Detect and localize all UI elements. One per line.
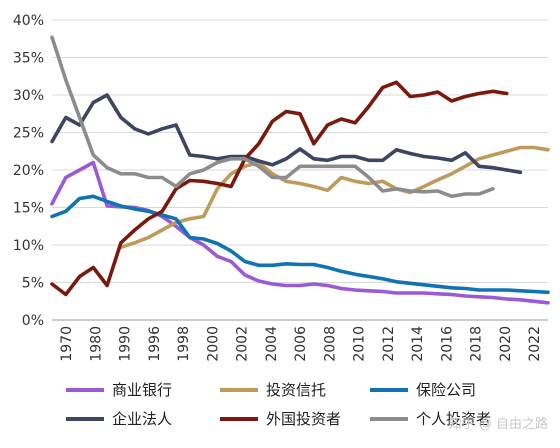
legend-label: 个人投资者 [416,410,491,428]
y-tick-label: 35% [13,51,44,67]
x-tick-label: 1980 [88,326,104,362]
series-line-外国投资者 [50,80,509,297]
x-tick-label: 2004 [264,326,280,362]
y-axis-ticks: 0% 5% 10% 15% 20% 25% 30% 35% 40% [13,13,44,329]
y-tick-label: 15% [13,201,44,217]
x-tick-label: 2020 [498,326,514,362]
x-tick-label: 1970 [59,326,75,362]
watermark: 知乎 @ 自由之路 [449,416,548,432]
legend-label: 商业银行 [112,381,172,399]
legend-label: 企业法人 [112,410,172,428]
legend-label: 投资信托 [266,381,326,399]
series-line-个人投资者 [50,35,495,199]
series-line-投资信托 [119,145,550,250]
y-tick-label: 30% [13,88,44,104]
series-line-企业法人 [50,93,523,175]
x-tick-label: 2012 [381,326,397,362]
x-tick-label: 1998 [176,326,192,362]
series-lines [50,35,550,305]
series-line-保险公司 [50,194,550,295]
y-tick-label: 20% [13,163,44,179]
x-tick-label: 2014 [410,326,426,362]
legend-label: 外国投资者 [266,410,341,428]
y-tick-label: 10% [13,238,44,254]
x-tick-label: 1996 [147,326,163,362]
x-tick-label: 2018 [469,326,485,362]
y-tick-label: 40% [13,13,44,29]
y-tick-label: 5% [22,276,44,292]
x-tick-label: 2010 [352,326,368,362]
y-tick-label: 25% [13,126,44,142]
x-tick-label: 2006 [293,326,309,362]
y-tick-label: 0% [22,313,44,329]
x-axis-ticks: 1970 1980 1990 1996 1998 2000 2002 2004 2006 2008… [59,326,543,362]
x-tick-label: 2002 [235,326,251,362]
x-tick-label: 2016 [439,326,455,362]
legend-label: 保险公司 [416,381,476,399]
x-tick-label: 2000 [205,326,221,362]
x-tick-label: 2008 [322,326,338,362]
x-tick-label: 1990 [118,326,134,362]
grid-lines [52,19,548,283]
x-tick-label: 2022 [527,326,543,362]
